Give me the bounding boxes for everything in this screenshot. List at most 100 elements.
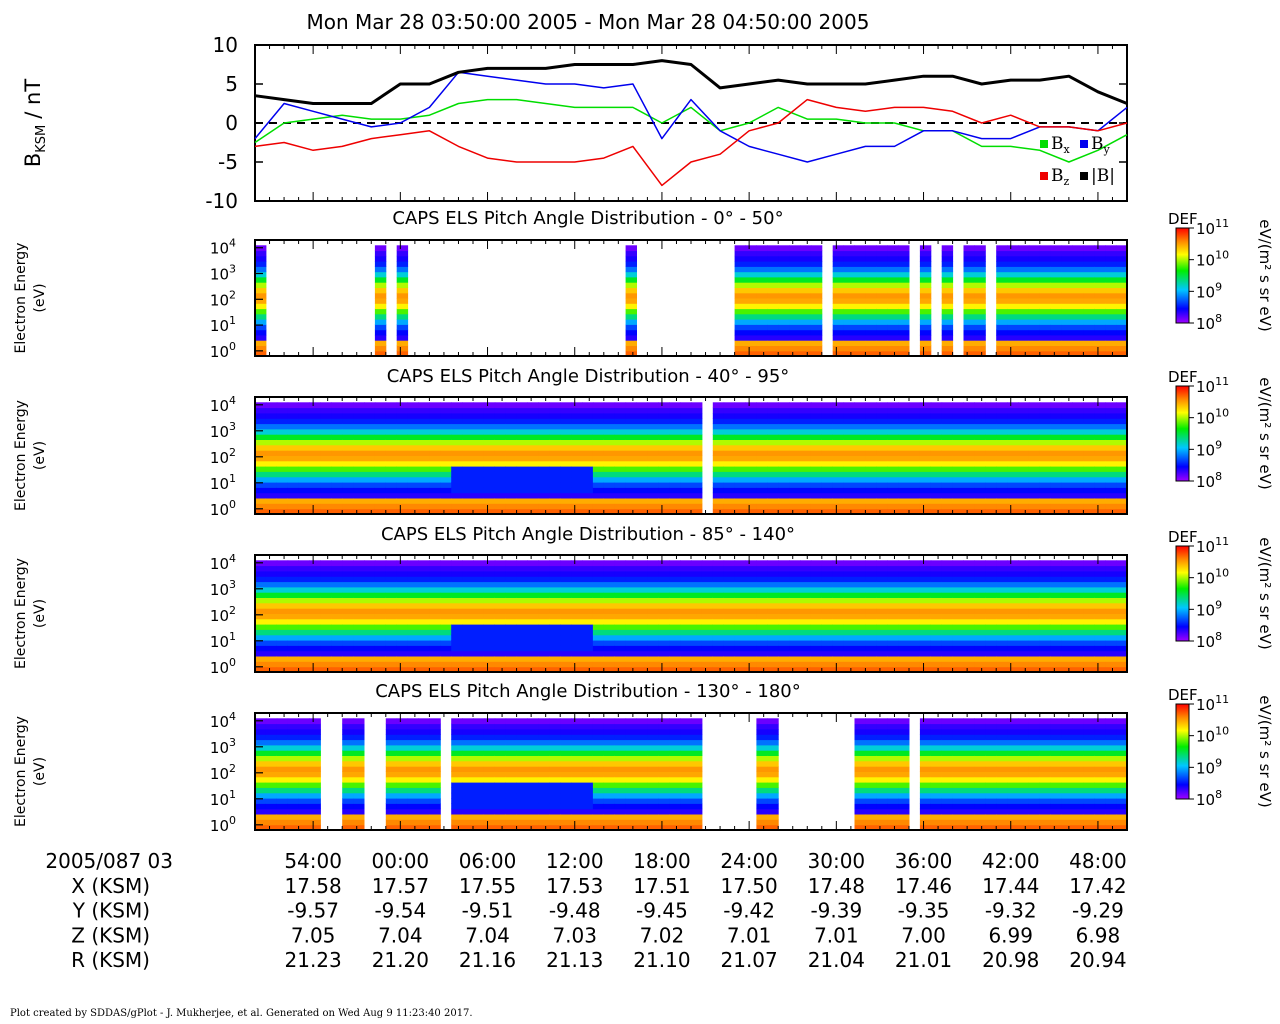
spectrogram-cell <box>658 418 670 425</box>
spectrogram-cell <box>691 444 703 451</box>
spectrogram-cell <box>1105 656 1117 662</box>
spectrogram-cell <box>1007 245 1019 252</box>
spectrogram-cell <box>276 428 289 435</box>
spectrogram-cell <box>1018 466 1030 472</box>
spectrogram-cell <box>462 460 474 467</box>
spectrogram-cell <box>1061 444 1073 451</box>
spectrogram-cell <box>789 418 801 425</box>
spectrogram-cell <box>396 661 409 668</box>
spectrogram-cell <box>734 466 746 472</box>
spectrogram-cell <box>919 629 932 636</box>
spectrogram-cell <box>560 498 572 504</box>
spectrogram-cell <box>789 661 801 668</box>
spectrogram-cell <box>887 450 899 456</box>
spectrogram-cell <box>505 560 518 567</box>
spectrogram-cell <box>930 413 943 419</box>
spectrogram-cell <box>364 608 376 614</box>
spectrogram-cell <box>919 334 932 341</box>
spectrogram-cell <box>1061 324 1073 331</box>
spectrogram-cell <box>603 434 616 440</box>
spectrogram-cell <box>265 503 278 510</box>
spectrogram-cell <box>930 460 943 467</box>
spectrogram-cell <box>996 613 1008 620</box>
spectrogram-cell <box>429 666 441 673</box>
spectrogram-cell <box>538 645 550 652</box>
spectrogram-cell <box>505 586 518 593</box>
spectrogram-cell <box>1050 303 1063 310</box>
spectrogram-cell <box>1116 303 1128 310</box>
spectrogram-cell <box>898 298 910 304</box>
spectrogram-cell <box>1061 592 1073 598</box>
spectrogram-cell <box>320 418 332 425</box>
spectrogram-cell <box>963 592 975 598</box>
spectrogram-cell <box>778 334 790 341</box>
spectrogram-cell <box>462 608 474 614</box>
spectrogram-cell <box>854 618 866 625</box>
spectrogram-cell <box>418 418 430 425</box>
spectrogram-cell <box>374 423 387 430</box>
spectrogram-cell <box>647 645 659 652</box>
spectrogram-cell <box>505 645 518 652</box>
spectrogram-cell <box>625 476 637 483</box>
spectrogram-cell <box>941 450 954 456</box>
spectrogram-cell <box>396 434 409 440</box>
spectrogram-cell <box>1018 597 1030 604</box>
spectrogram-cell <box>680 634 692 641</box>
spectrogram-cell <box>854 319 866 325</box>
spectrogram-cell <box>396 803 409 810</box>
spectrogram-cell <box>1072 340 1084 346</box>
spectrogram-x-ticks <box>254 240 1128 356</box>
spectrogram-cell <box>255 798 267 804</box>
spectrogram-cell <box>723 618 736 625</box>
spectrogram-cell <box>691 455 703 462</box>
legend-swatch <box>1080 140 1088 148</box>
spectrogram-cell <box>1116 618 1128 625</box>
spectrogram-cell <box>353 776 365 783</box>
spectrogram-cell <box>374 656 387 662</box>
spectrogram-cell <box>843 492 855 499</box>
spectrogram-cell <box>1094 597 1106 604</box>
spectrogram-cell <box>745 345 757 352</box>
spectrogram-cell <box>353 476 365 483</box>
spectrogram-cell <box>963 292 975 299</box>
spectrogram-cell <box>1039 319 1052 325</box>
spectrogram-cell <box>287 645 300 652</box>
spectrogram-cell <box>1072 298 1084 304</box>
spectrogram-cell <box>505 602 518 609</box>
spectrogram-cell <box>712 482 725 488</box>
spectrogram-cell <box>941 602 954 609</box>
spectrogram-cell <box>800 560 812 567</box>
spectrogram-cell <box>451 650 463 657</box>
spectrogram-cell <box>865 292 877 299</box>
spectrogram-cell <box>1094 650 1106 657</box>
spectrogram-cell <box>614 656 627 662</box>
spectrogram-cell <box>952 476 964 483</box>
spectrogram-cell <box>385 482 398 488</box>
spectrogram-cell <box>353 423 365 430</box>
spectrogram-cell <box>396 460 409 467</box>
spectrogram-cell <box>1050 423 1063 430</box>
spectrogram-cell <box>712 613 725 620</box>
spectrogram-cell <box>265 650 278 657</box>
spectrogram-cell <box>385 560 398 567</box>
spectrogram-cell <box>614 650 627 657</box>
spectrogram-cell <box>374 618 387 625</box>
spectrogram-cell <box>1072 634 1084 641</box>
spectrogram-cell <box>647 613 659 620</box>
spectrogram-cell <box>767 345 779 352</box>
spectrogram-cell <box>701 634 714 641</box>
spectrogram-cell <box>255 423 267 430</box>
spectrogram-cell <box>767 287 779 294</box>
spectrogram-cell <box>538 402 550 409</box>
spectrogram-cell <box>876 413 888 419</box>
spectrogram-cell <box>265 734 278 741</box>
spectrogram-cell <box>691 508 703 515</box>
spectrogram-cell <box>832 402 845 409</box>
spectrogram-cell <box>723 450 736 456</box>
spectrogram-cell <box>353 656 365 662</box>
spectrogram-cell <box>287 666 300 673</box>
spectrogram-cell <box>265 629 278 636</box>
spectrogram-cell <box>429 661 441 668</box>
spectrogram-cell <box>1061 629 1073 636</box>
